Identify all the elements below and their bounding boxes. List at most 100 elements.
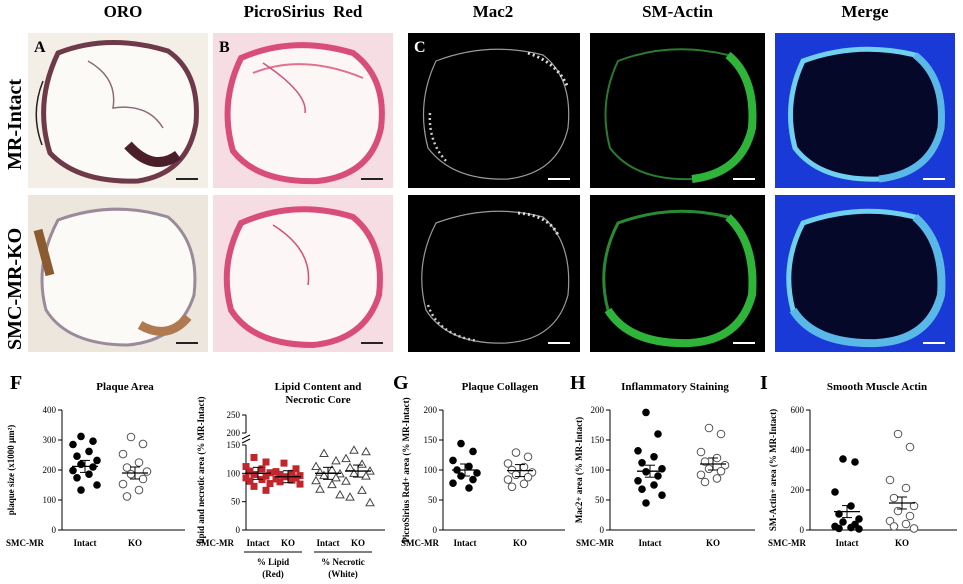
data-point [507,482,517,492]
data-point [280,459,288,467]
smactin-ko-image [590,195,765,352]
oro-intact-art [35,39,199,184]
data-point [69,440,77,449]
x-category-label: Intact [317,538,340,548]
data-point [851,458,859,466]
scale-bar [361,178,383,180]
y-tick-label: 100 [227,468,241,478]
y-tick-label: 300 [43,435,57,445]
data-point [712,474,722,483]
data-point [634,447,642,455]
group-sublabel: (Red) [262,569,284,579]
data-point [511,448,521,457]
chart-title: Lipid Content and [275,381,362,393]
chart-plaque-area: Plaque Area 0 100 200 300 400 plaque size (x10… [6,381,185,548]
data-point [126,432,136,442]
data-point [122,492,132,501]
data-point [700,477,710,487]
chart-inflammatory-staining: Inflammatory Staining 0 50 100 150 200 Mac2+ a… [574,381,755,548]
y-axis-label: PicroSirius Red+ area (% MR-Intact) [401,397,411,542]
smactin-intact-art [604,48,757,183]
data-point [365,497,375,507]
panel-letter-c: C [414,39,426,56]
panel-letter-b: B [219,39,230,56]
data-point [73,452,81,460]
data-point [473,469,481,477]
data-point [855,525,863,533]
data-point [449,456,457,465]
y-tick-label: 100 [591,465,605,475]
data-point [704,464,714,474]
scale-bar [923,342,945,344]
data-point [331,455,341,465]
sirius-ko-art [223,206,383,349]
data-point [93,481,101,489]
data-point [357,485,367,494]
section-letter-f: F [10,372,23,394]
data-point [831,488,839,496]
data-point [457,439,465,448]
data-point [638,485,646,493]
sirius-intact-art [224,42,385,185]
group-prefix-label: SMC-MR [401,538,439,548]
y-tick-label: 100 [424,465,438,475]
data-point [331,472,341,482]
group-prefix-label: SMC-MR [576,538,614,548]
data-point [503,459,513,468]
data-point [893,429,903,439]
x-category-label: KO [895,538,909,548]
smactin-intact-image [590,33,765,188]
data-point [449,479,457,487]
data-point [905,442,915,452]
data-point [292,465,300,473]
group-label: % Lipid [257,557,289,567]
data-point [85,470,93,478]
group-prefix-label: SMC-MR [6,538,44,548]
row-label-intact: MR-Intact [4,78,26,170]
x-category-label: Intact [247,538,270,548]
y-tick-label: 200 [591,405,605,415]
y-axis-label: plaque size (x1000 μm²) [6,425,16,516]
scale-bar [548,178,570,180]
group-sublabel: (White) [328,569,358,579]
y-tick-label: 0 [433,525,438,535]
axis-break-mark [241,438,251,444]
data-point [839,455,847,463]
col-header-mac2: Mac2 [472,2,514,21]
panel-letter-a: A [34,39,46,56]
data-point [250,482,258,490]
y-tick-label: 0 [52,525,57,535]
data-point [855,515,863,523]
chart-smooth-muscle-actin: Smooth Muscle Actin 0 200 400 600 SM-Actin+ a… [768,381,957,548]
x-category-label: KO [706,538,720,548]
data-point [138,439,148,449]
scale-bar [733,342,755,344]
data-point [262,472,270,480]
axis-break-mark [241,434,251,440]
y-tick-label: 400 [43,405,57,415]
x-category-label: Intact [454,538,477,548]
data-point [469,475,477,484]
data-point [523,472,533,482]
data-point [341,453,351,463]
data-point [349,468,359,477]
oro-intact-image: A [28,33,208,188]
x-category-label: Intact [836,538,859,548]
chart-plaque-collagen: Plaque Collagen 0 50 100 150 200 PicroSirius R… [401,381,565,548]
y-tick-label: 0 [600,525,605,535]
data-point [889,522,899,531]
data-point [296,480,304,488]
data-point [335,489,345,499]
chart-title: Inflammatory Staining [621,381,729,393]
y-tick-label: 50 [428,495,438,505]
data-point [122,463,132,472]
data-point [654,472,662,480]
data-point [716,429,726,439]
x-category-label: Intact [74,538,97,548]
chart-title: Smooth Muscle Actin [827,381,927,393]
merge-intact-image [775,33,955,188]
data-point [650,481,658,489]
data-point [847,523,855,532]
data-point [839,518,847,526]
data-point [85,447,93,456]
